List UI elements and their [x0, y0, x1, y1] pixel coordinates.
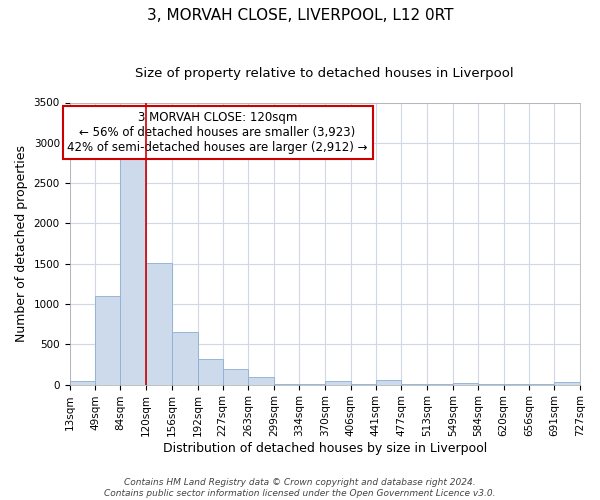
- Title: Size of property relative to detached houses in Liverpool: Size of property relative to detached ho…: [136, 68, 514, 80]
- X-axis label: Distribution of detached houses by size in Liverpool: Distribution of detached houses by size …: [163, 442, 487, 455]
- Bar: [325, 380, 350, 384]
- Text: 3, MORVAH CLOSE, LIVERPOOL, L12 0RT: 3, MORVAH CLOSE, LIVERPOOL, L12 0RT: [147, 8, 453, 22]
- Bar: [120, 149, 146, 384]
- Text: Contains HM Land Registry data © Crown copyright and database right 2024.
Contai: Contains HM Land Registry data © Crown c…: [104, 478, 496, 498]
- Text: 3 MORVAH CLOSE: 120sqm
← 56% of detached houses are smaller (3,923)
42% of semi-: 3 MORVAH CLOSE: 120sqm ← 56% of detached…: [67, 111, 368, 154]
- Bar: [453, 383, 478, 384]
- Bar: [376, 380, 401, 384]
- Bar: [95, 296, 120, 384]
- Bar: [248, 377, 274, 384]
- Bar: [554, 382, 580, 384]
- Y-axis label: Number of detached properties: Number of detached properties: [15, 145, 28, 342]
- Bar: [223, 370, 248, 384]
- Bar: [172, 332, 197, 384]
- Bar: [146, 263, 172, 384]
- Bar: [197, 359, 223, 384]
- Bar: [70, 380, 95, 384]
